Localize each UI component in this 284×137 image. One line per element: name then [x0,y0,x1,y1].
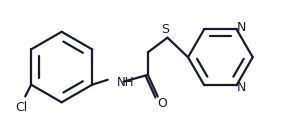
Text: O: O [158,97,168,110]
Text: N: N [237,21,246,34]
Text: S: S [162,23,170,36]
Text: N: N [237,81,246,94]
Text: NH: NH [116,76,134,89]
Text: Cl: Cl [15,101,28,114]
